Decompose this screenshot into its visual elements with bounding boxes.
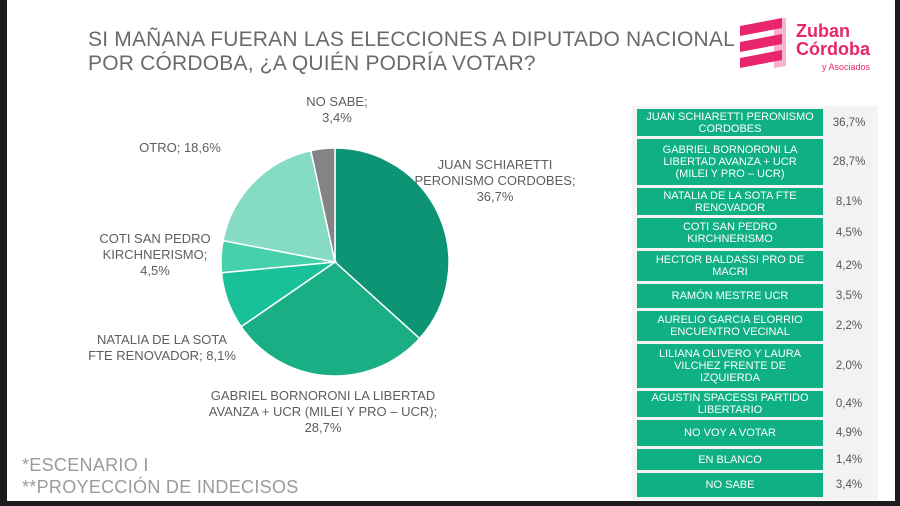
table-row-percentage: 2,2% xyxy=(826,311,872,341)
table-row-candidate: AGUSTIN SPACESSI PARTIDO LIBERTARIO xyxy=(637,391,823,417)
table-row-percentage: 4,9% xyxy=(826,420,872,446)
table-row-candidate: AURELIO GARCIA ELORRIO ENCUENTRO VECINAL xyxy=(637,311,823,341)
table-row-percentage: 28,7% xyxy=(826,139,872,185)
candidate-name-line: NATALIA DE LA SOTA FTE xyxy=(663,189,797,202)
slice-label-coti-san-pedro: COTI SAN PEDRO KIRCHNERISMO; 4,5% xyxy=(99,231,211,278)
table-row: LILIANA OLIVERO Y LAURA VILCHEZ FRENTE DE… xyxy=(637,344,872,388)
chart-title: SI MAÑANA FUERAN LAS ELECCIONES A DIPUTA… xyxy=(88,28,735,76)
table-row-candidate: EN BLANCO xyxy=(637,449,823,470)
table-row-candidate: GABRIEL BORNORONI LA LIBERTAD AVANZA + UC… xyxy=(637,139,823,185)
table-row-candidate: NATALIA DE LA SOTA FTE RENOVADOR xyxy=(637,188,823,215)
candidate-name-line: HECTOR BALDASSI PRO DE xyxy=(655,254,805,266)
logo-mark-icon xyxy=(740,18,786,68)
table-row: NO SABE 3,4% xyxy=(637,473,872,497)
slice-label-bornoroni: GABRIEL BORNORONI LA LIBERTAD AVANZA + U… xyxy=(208,388,438,435)
table-row-percentage: 3,4% xyxy=(826,473,872,497)
table-row: EN BLANCO 1,4% xyxy=(637,449,872,470)
candidate-name-line: EN BLANCO xyxy=(698,453,762,466)
logo-wordmark: Zuban Córdoba xyxy=(796,21,870,59)
slice-label-otro: OTRO; 18,6% xyxy=(139,140,221,155)
candidate-name-line: CORDOBES xyxy=(698,122,762,135)
table-row: NO VOY A VOTAR 4,9% xyxy=(637,420,872,446)
title-line-2: POR CÓRDOBA, ¿A QUIÉN PODRÍA VOTAR? xyxy=(88,52,536,75)
left-frame-edge xyxy=(0,0,7,506)
table-row-percentage: 8,1% xyxy=(826,188,872,215)
table-row: RAMÓN MESTRE UCR 3,5% xyxy=(637,284,872,308)
candidate-name-line: (MILEI Y PRO – UCR) xyxy=(675,168,785,180)
candidate-name-line: RAMÓN MESTRE UCR xyxy=(671,290,789,302)
table-row-candidate: RAMÓN MESTRE UCR xyxy=(637,284,823,308)
table-row: HECTOR BALDASSI PRO DE MACRI 4,2% xyxy=(637,251,872,281)
company-logo: Zuban Córdoba y Asociados xyxy=(736,18,886,80)
bottom-frame-edge xyxy=(0,501,900,506)
table-row-candidate: HECTOR BALDASSI PRO DE MACRI xyxy=(637,251,823,281)
title-line-1: SI MAÑANA FUERAN LAS ELECCIONES A DIPUTA… xyxy=(88,28,735,51)
candidate-name-line: IZQUIERDA xyxy=(700,372,760,384)
table-row-candidate: JUAN SCHIARETTI PERONISMO CORDOBES xyxy=(637,109,823,136)
pie-slice-0 xyxy=(334,147,450,340)
candidate-name-line: NO VOY A VOTAR xyxy=(684,427,776,439)
candidate-name-line: LILIANA OLIVERO Y LAURA xyxy=(658,348,802,360)
candidate-name-line: AGUSTIN SPACESSI PARTIDO xyxy=(651,392,809,404)
table-row-candidate: LILIANA OLIVERO Y LAURA VILCHEZ FRENTE DE… xyxy=(637,344,823,388)
pie-slice-4 xyxy=(222,149,336,263)
slice-label-no-sabe: NO SABE; 3,4% xyxy=(306,94,368,125)
slice-label-schiaretti: JUAN SCHIARETTI PERONISMO CORDOBES; 36,7… xyxy=(414,157,576,204)
pie-slice-5 xyxy=(309,147,336,263)
candidate-name-line: MACRI xyxy=(712,266,748,278)
table-row: COTI SAN PEDRO KIRCHNERISMO 4,5% xyxy=(637,218,872,248)
table-row-candidate: COTI SAN PEDRO KIRCHNERISMO xyxy=(637,218,823,248)
candidate-name-line: JUAN SCHIARETTI PERONISMO xyxy=(646,110,814,123)
table-row: JUAN SCHIARETTI PERONISMO CORDOBES 36,7% xyxy=(637,109,872,136)
right-frame-edge xyxy=(895,0,900,506)
table-row: NATALIA DE LA SOTA FTE RENOVADOR 8,1% xyxy=(637,188,872,215)
table-row-percentage: 2,0% xyxy=(826,344,872,388)
note-escenario: *ESCENARIO I xyxy=(22,455,149,475)
candidate-name-line: ENCUENTRO VECINAL xyxy=(670,326,790,338)
note-proyeccion: **PROYECCIÓN DE INDECISOS xyxy=(22,477,299,497)
table-row-percentage: 1,4% xyxy=(826,449,872,470)
table-row-percentage: 4,5% xyxy=(826,218,872,248)
pie-slice-1 xyxy=(240,261,421,377)
table-row-percentage: 0,4% xyxy=(826,391,872,417)
candidate-name-line: LIBERTAD AVANZA + UCR xyxy=(663,156,797,168)
table-row: GABRIEL BORNORONI LA LIBERTAD AVANZA + UC… xyxy=(637,139,872,185)
table-row-percentage: 3,5% xyxy=(826,284,872,308)
candidate-name-line: COTI SAN PEDRO xyxy=(682,221,778,233)
candidate-name-line: GABRIEL BORNORONI LA xyxy=(662,144,798,156)
table-row: AURELIO GARCIA ELORRIO ENCUENTRO VECINAL 2… xyxy=(637,311,872,341)
candidate-name-line: NO SABE xyxy=(705,479,755,491)
table-row-percentage: 36,7% xyxy=(826,109,872,136)
table-row-candidate: NO VOY A VOTAR xyxy=(637,420,823,446)
candidate-name-line: AURELIO GARCIA ELORRIO xyxy=(657,314,803,326)
candidate-name-line: RENOVADOR xyxy=(694,201,766,214)
table-row: AGUSTIN SPACESSI PARTIDO LIBERTARIO 0,4% xyxy=(637,391,872,417)
table-row-percentage: 4,2% xyxy=(826,251,872,281)
candidate-name-line: VILCHEZ FRENTE DE xyxy=(674,360,786,372)
slice-label-de-la-sota: NATALIA DE LA SOTA FTE RENOVADOR; 8,1% xyxy=(88,332,236,363)
logo-subtitle: y Asociados xyxy=(822,62,871,72)
table-row-candidate: NO SABE xyxy=(637,473,823,497)
candidate-name-line: LIBERTARIO xyxy=(697,404,763,416)
candidate-name-line: KIRCHNERISMO xyxy=(687,233,773,245)
